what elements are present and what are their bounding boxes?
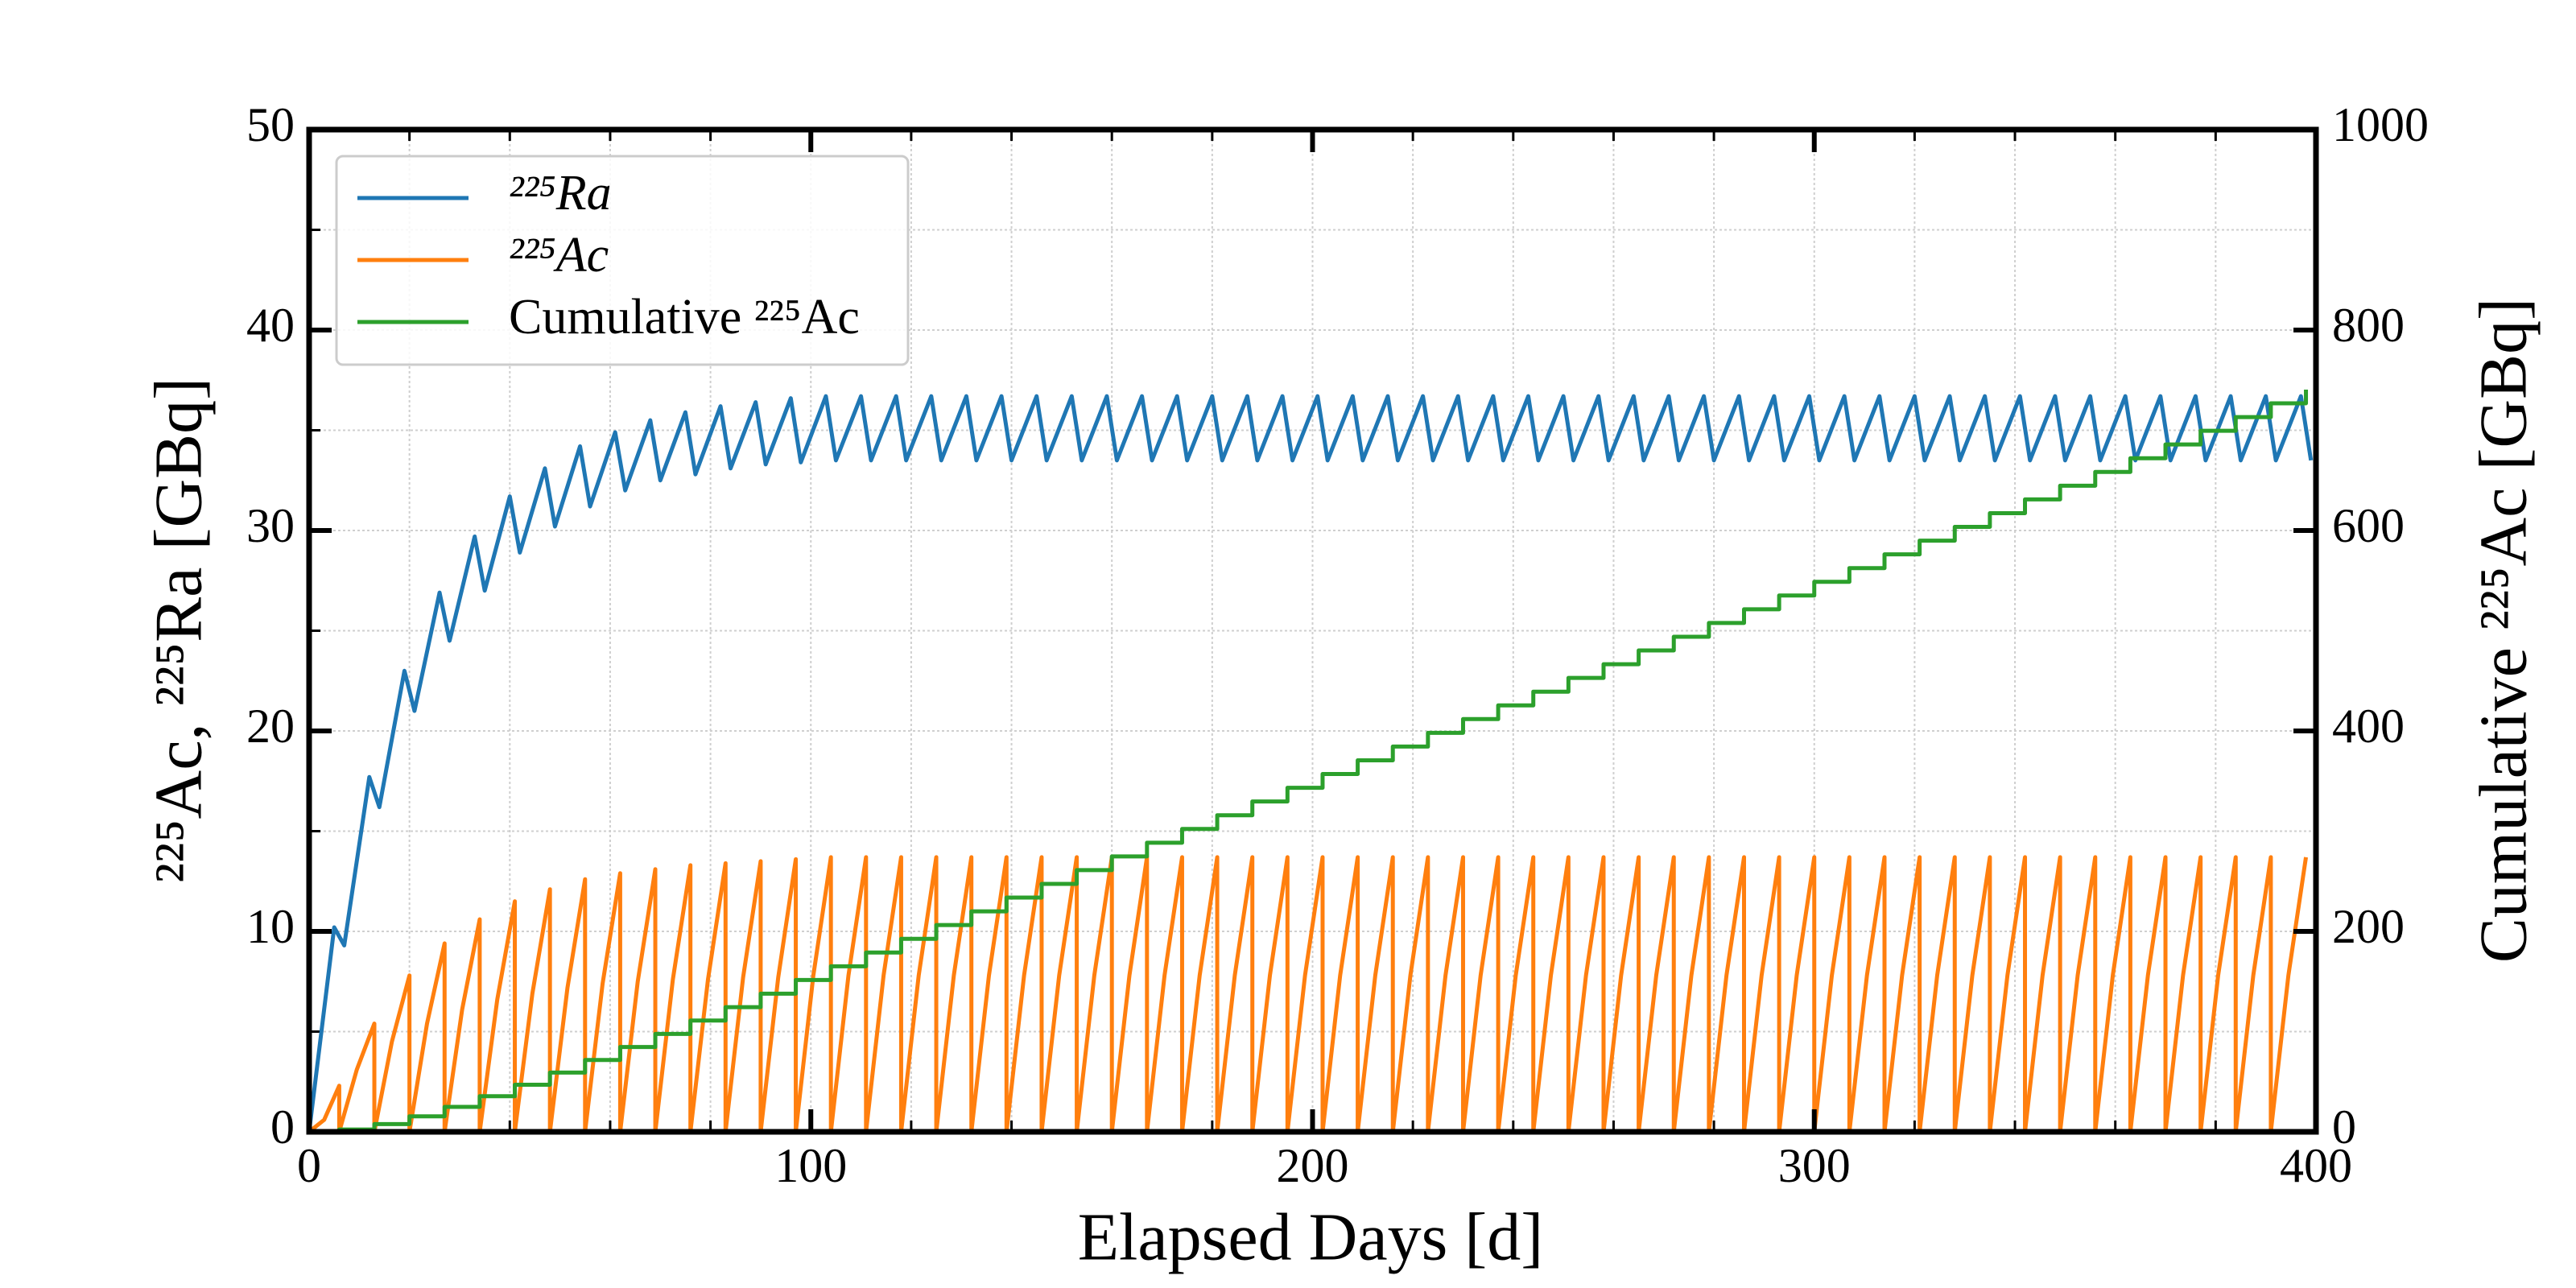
x-tick-label: 400: [2280, 1139, 2352, 1192]
y-tick-label: 10: [246, 900, 295, 953]
data-line: [309, 389, 2309, 1134]
legend-box: [335, 155, 910, 366]
y-tick-label: 30: [246, 499, 295, 552]
y2-tick-label: 0: [2332, 1100, 2356, 1154]
y2-tick-label: 1000: [2332, 98, 2429, 151]
x-tick-label: 200: [1277, 1139, 1349, 1192]
y-tick-label: 20: [246, 700, 295, 753]
y-tick-label: 0: [270, 1100, 295, 1154]
legend-label: ²²⁵Ra: [509, 166, 612, 221]
y2-tick-label: 400: [2332, 700, 2405, 753]
legend-label: Cumulative ²²⁵Ac: [509, 290, 860, 345]
x-tick-label: 300: [1778, 1139, 1851, 1192]
x-axis-label: Elapsed Days [d]: [1078, 1199, 1543, 1274]
x-tick-label: 0: [297, 1139, 321, 1192]
y2-tick-label: 800: [2332, 299, 2405, 352]
y-tick-label: 40: [246, 299, 295, 352]
data-line: [307, 394, 2314, 1133]
y-axis-label: ²²⁵Ac, ²²⁵Ra [GBq]: [141, 378, 216, 883]
legend-label: ²²⁵Ac: [509, 228, 609, 283]
y-tick-label: 50: [246, 98, 295, 151]
data-line: [308, 855, 2309, 1134]
y2-tick-label: 200: [2332, 900, 2405, 953]
y2-axis-label: Cumulative ²²⁵Ac [GBq]: [2466, 298, 2541, 963]
x-tick-label: 100: [774, 1139, 847, 1192]
y2-tick-label: 600: [2332, 499, 2405, 552]
